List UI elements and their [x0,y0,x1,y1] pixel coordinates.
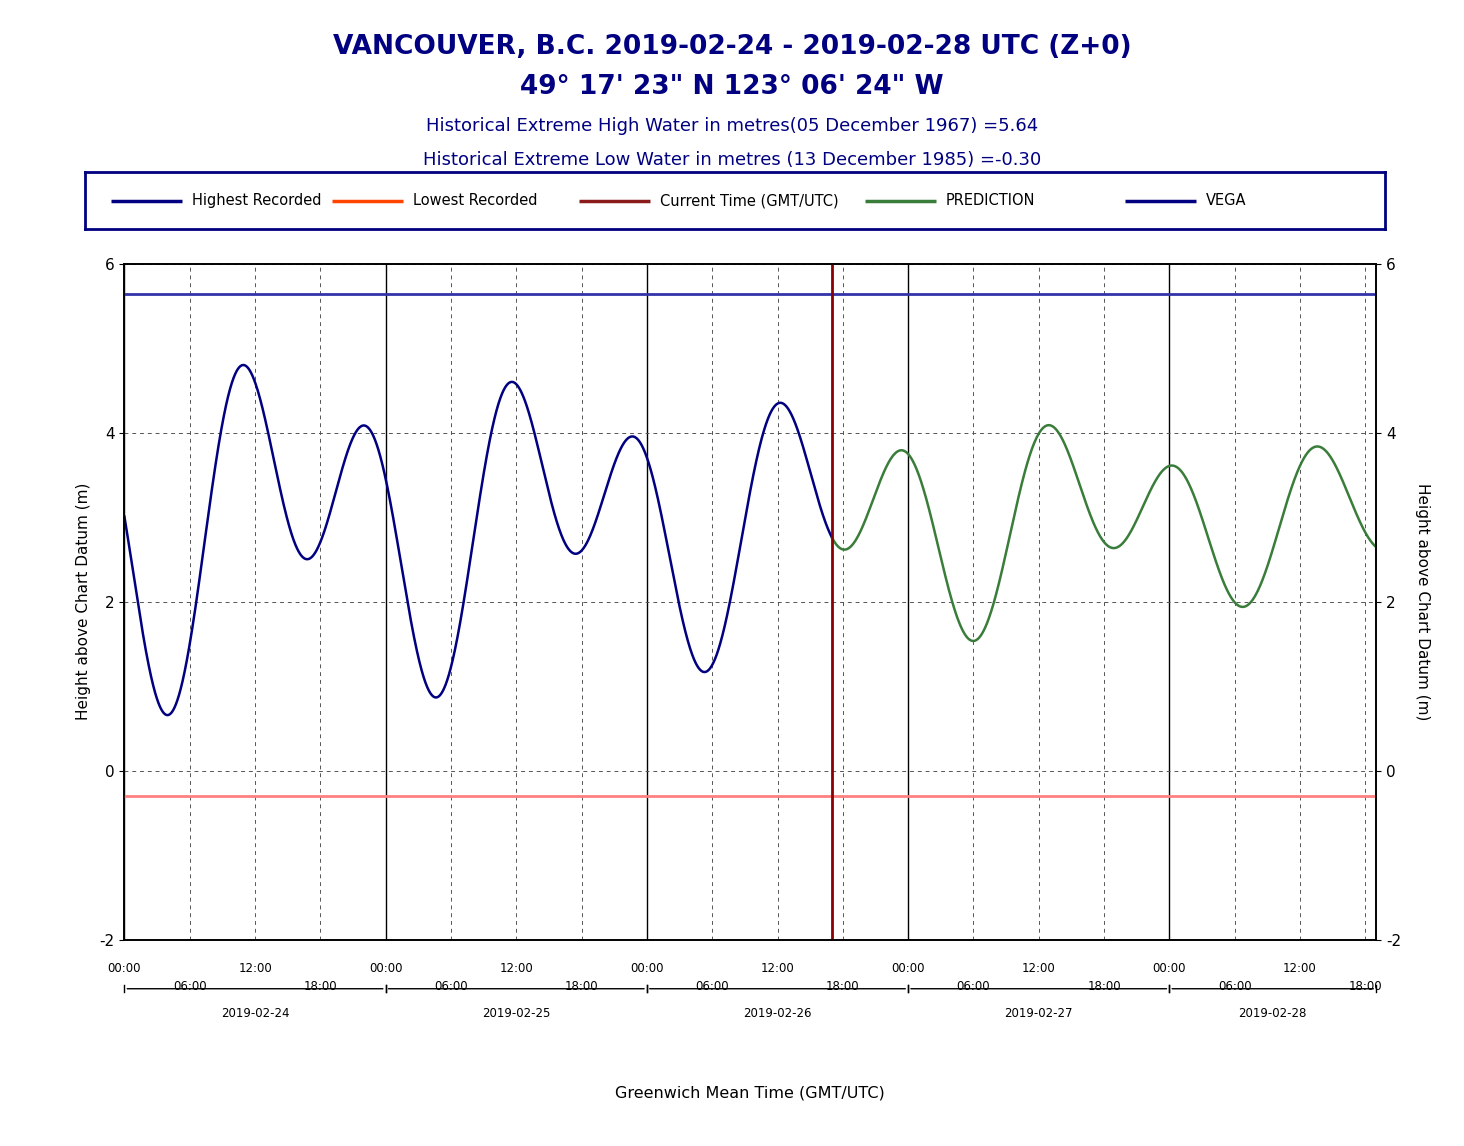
Text: 00:00: 00:00 [369,961,403,975]
Text: 00:00: 00:00 [1152,961,1186,975]
Text: 18:00: 18:00 [303,980,337,992]
Text: Current Time (GMT/UTC): Current Time (GMT/UTC) [659,193,839,209]
Text: Highest Recorded: Highest Recorded [192,193,321,209]
Text: Historical Extreme Low Water in metres (13 December 1985) =-0.30: Historical Extreme Low Water in metres (… [423,151,1041,170]
Text: PREDICTION: PREDICTION [946,193,1035,209]
Text: 18:00: 18:00 [826,980,859,992]
Text: 18:00: 18:00 [565,980,599,992]
Text: 12:00: 12:00 [761,961,795,975]
Text: 06:00: 06:00 [173,980,206,992]
Text: 00:00: 00:00 [630,961,663,975]
Text: VEGA: VEGA [1205,193,1246,209]
Text: Lowest Recorded: Lowest Recorded [413,193,537,209]
Text: 2019-02-26: 2019-02-26 [744,1007,811,1020]
Y-axis label: Height above Chart Datum (m): Height above Chart Datum (m) [76,482,91,721]
Text: 06:00: 06:00 [956,980,990,992]
Text: 00:00: 00:00 [108,961,141,975]
Text: Historical Extreme High Water in metres(05 December 1967) =5.64: Historical Extreme High Water in metres(… [426,117,1038,135]
Text: 12:00: 12:00 [1022,961,1056,975]
Text: 06:00: 06:00 [695,980,729,992]
Text: 18:00: 18:00 [1348,980,1382,992]
Y-axis label: Height above Chart Datum (m): Height above Chart Datum (m) [1414,482,1430,721]
Text: 2019-02-27: 2019-02-27 [1004,1007,1073,1020]
Text: 12:00: 12:00 [499,961,533,975]
Text: VANCOUVER, B.C. 2019-02-24 - 2019-02-28 UTC (Z+0): VANCOUVER, B.C. 2019-02-24 - 2019-02-28 … [332,34,1132,61]
Text: 12:00: 12:00 [239,961,272,975]
Text: 2019-02-28: 2019-02-28 [1239,1007,1307,1020]
Text: 12:00: 12:00 [1282,961,1316,975]
Text: 2019-02-24: 2019-02-24 [221,1007,290,1020]
Text: 06:00: 06:00 [435,980,468,992]
Text: 00:00: 00:00 [892,961,925,975]
Text: 18:00: 18:00 [1088,980,1121,992]
Text: 49° 17' 23" N 123° 06' 24" W: 49° 17' 23" N 123° 06' 24" W [520,74,944,101]
Text: 2019-02-25: 2019-02-25 [482,1007,550,1020]
Text: 06:00: 06:00 [1218,980,1252,992]
Text: Greenwich Mean Time (GMT/UTC): Greenwich Mean Time (GMT/UTC) [615,1085,884,1100]
